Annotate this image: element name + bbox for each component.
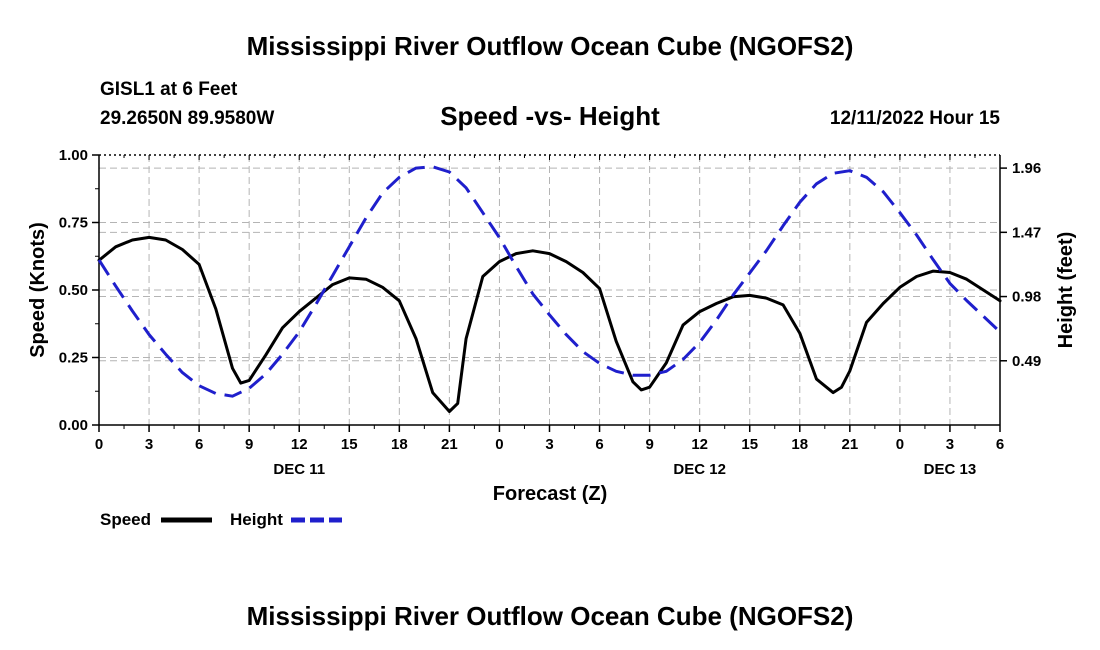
station-coordinates: 29.2650N 89.9580W [100,108,274,129]
forecast-date: 12/11/2022 Hour 15 [830,108,1000,129]
series-height-line [97,165,1002,398]
legend-speed-label: Speed [100,510,151,529]
x-tick-label: 3 [545,436,553,453]
x-tick-label: 6 [195,436,203,453]
y2-axis-ticks: 0.49 0.98 1.47 1.96 [1000,160,1041,370]
main-title: Mississippi River Outflow Ocean Cube (NG… [247,31,854,61]
y2-tick-label: 0.49 [1012,353,1041,370]
x-tick-label: 12 [291,436,308,453]
y-tick-label: 1.00 [59,147,88,164]
x-tick-label: 3 [145,436,153,453]
y2-tick-label: 1.47 [1012,224,1041,241]
x-tick-label: 0 [95,436,103,453]
x-tick-label: 6 [996,436,1004,453]
x-tick-label: 18 [791,436,808,453]
x-axis-label: Forecast (Z) [493,483,607,505]
y-axis-ticks: 0.00 0.25 0.50 0.75 1.00 [59,147,99,434]
y2-tick-label: 1.96 [1012,160,1041,177]
series-speed-line [97,235,1002,413]
legend: Speed Height [100,510,342,529]
chart-subtitle: Speed -vs- Height [440,101,660,131]
day-label: DEC 13 [924,461,977,478]
station-label: GISL1 at 6 Feet [100,79,238,100]
grid-lines [99,155,1000,425]
x-tick-label: 15 [741,436,758,453]
x-tick-label: 21 [841,436,858,453]
y2-axis-label: Height (feet) [1055,232,1077,349]
x-axis-ticks: 0 3 6 9 12 15 18 21 0 3 6 9 12 15 18 21 0 3 6 [95,155,1004,453]
x-tick-label: 15 [341,436,358,453]
x-tick-label: 6 [595,436,603,453]
data-series [97,165,1002,413]
day-label: DEC 11 [273,461,325,478]
x-tick-label: 0 [896,436,904,453]
x-tick-label: 3 [946,436,954,453]
x-tick-label: 9 [645,436,653,453]
y-axis-label: Speed (Knots) [27,222,49,358]
x-tick-label: 9 [245,436,253,453]
x-tick-label: 21 [441,436,458,453]
y-tick-label: 0.75 [59,215,88,232]
y-tick-label: 0.50 [59,282,88,299]
y2-tick-label: 0.98 [1012,289,1041,306]
x-tick-label: 12 [691,436,708,453]
legend-height-label: Height [230,510,283,529]
footer-title: Mississippi River Outflow Ocean Cube (NG… [247,601,854,631]
day-label: DEC 12 [673,461,726,478]
y-tick-label: 0.25 [59,350,88,367]
day-labels: DEC 11 DEC 12 DEC 13 [273,461,976,478]
x-tick-label: 0 [495,436,503,453]
x-tick-label: 18 [391,436,408,453]
y-tick-label: 0.00 [59,417,88,434]
